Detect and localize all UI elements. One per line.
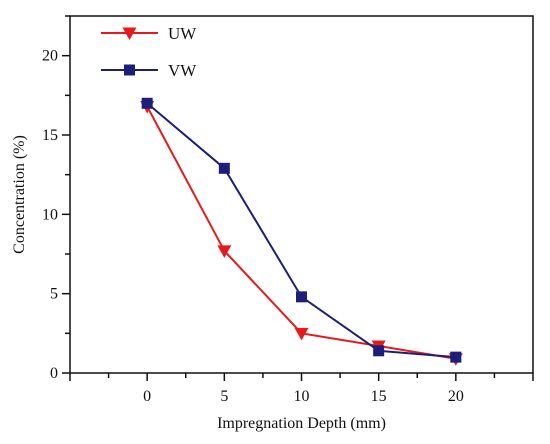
series-line-vw bbox=[146, 102, 456, 359]
y-axis: 0 5 10 15 20 bbox=[42, 15, 70, 382]
series-uw bbox=[140, 100, 463, 366]
x-tick-label: 10 bbox=[294, 388, 310, 405]
x-axis-title: Impregnation Depth (mm) bbox=[217, 415, 386, 432]
legend: UW VW bbox=[101, 24, 197, 80]
data-point-vw bbox=[141, 97, 153, 109]
series-vw bbox=[141, 97, 462, 363]
y-tick-label: 15 bbox=[42, 127, 58, 144]
legend-item-uw: UW bbox=[101, 24, 197, 43]
series-layer bbox=[140, 97, 463, 366]
y-tick-label: 0 bbox=[50, 365, 58, 382]
legend-item-vw: VW bbox=[101, 61, 197, 80]
x-tick-label: 20 bbox=[448, 388, 464, 405]
legend-marker bbox=[124, 64, 135, 76]
legend-label: VW bbox=[168, 61, 197, 80]
data-point-vw bbox=[373, 345, 385, 357]
series-line-uw bbox=[146, 105, 456, 360]
data-point-uw bbox=[294, 327, 309, 341]
y-tick-label: 5 bbox=[50, 286, 58, 303]
data-point-uw bbox=[217, 245, 232, 258]
data-point-vw bbox=[296, 291, 307, 303]
legend-marker bbox=[122, 27, 137, 40]
data-point-vw bbox=[450, 351, 462, 363]
x-axis: 0 5 10 15 20 bbox=[69, 373, 534, 405]
x-tick-label: 15 bbox=[371, 388, 387, 405]
x-tick-label: 0 bbox=[143, 388, 151, 405]
y-tick-label: 20 bbox=[42, 48, 58, 65]
legend-label: UW bbox=[168, 24, 197, 43]
data-point-vw bbox=[218, 162, 230, 174]
y-tick-label: 10 bbox=[42, 206, 58, 223]
y-axis-title: Concentration (%) bbox=[11, 135, 28, 254]
x-tick-label: 5 bbox=[220, 388, 228, 405]
